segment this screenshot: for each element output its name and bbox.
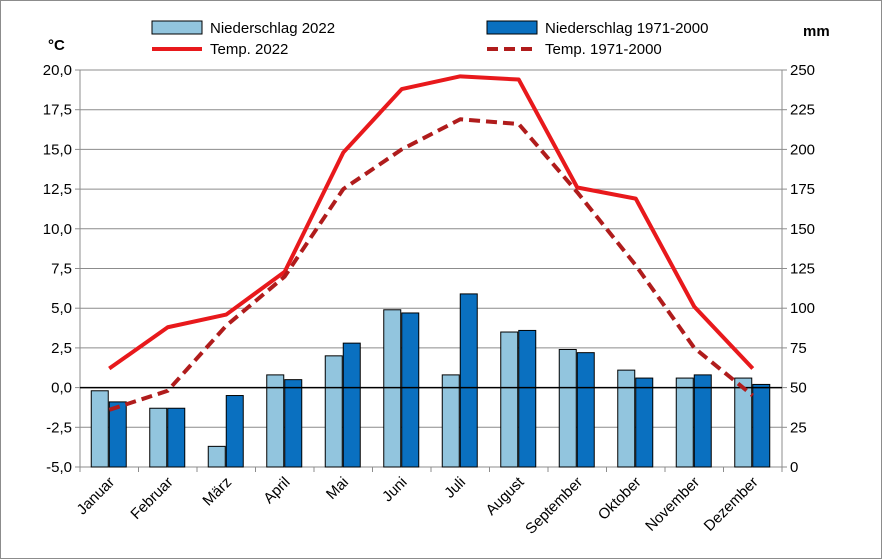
category-label: September [522,474,586,538]
left-tick-label: 10,0 [43,221,72,238]
legend-label-temp-1971-2000: Temp. 1971-2000 [545,41,662,58]
precipitation-bar [108,401,127,468]
right-tick-label: 250 [790,62,815,79]
left-tick-label: 0,0 [51,380,72,397]
category-label: Juni [379,474,410,505]
left-tick-label: 7,5 [51,261,72,278]
category-label: Januar [74,474,118,518]
precipitation-bar [693,374,712,468]
right-tick-label: 25 [790,419,807,436]
category-label: Oktober [595,474,645,524]
category-label: April [260,474,293,507]
precipitation-bar [459,293,478,468]
category-label: März [199,474,235,510]
precipitation-bar [401,312,420,468]
precipitation-bar [284,379,303,468]
right-axis-ticks: 0 25 50 75 100 125 150 175 200 225 250 [790,62,815,476]
precipitation-bar [635,377,654,468]
category-labels: Januar Februar März April Mai Juni Juli AugustS… [74,473,762,537]
temperature-lines [108,74,755,412]
legend-label-niederschlag-2022: Niederschlag 2022 [210,20,335,37]
precipitation-bar [675,377,694,468]
right-tick-label: 100 [790,300,815,317]
right-tick-label: 225 [790,102,815,119]
right-tick-label: 0 [790,459,798,476]
precipitation-bar [225,395,244,468]
right-tick-label: 175 [790,181,815,198]
precipitation-bar [576,352,595,468]
left-tick-label: 12,5 [43,181,72,198]
legend: Niederschlag 2022 Niederschlag 1971-2000… [151,20,708,58]
precipitation-bar [734,377,753,468]
right-tick-label: 75 [790,340,807,357]
legend-label-temp-2022: Temp. 2022 [210,41,288,58]
precipitation-bar [383,309,402,468]
precipitation-bar [441,374,460,468]
legend-label-niederschlag-1971-2000: Niederschlag 1971-2000 [545,20,708,37]
category-label: Februar [127,474,176,523]
left-tick-label: -5,0 [46,459,72,476]
left-axis-ticks: -5,0 -2,5 0,0 2,5 5,0 7,5 10,0 12,5 15,0 17,5 20,0 [43,62,72,476]
right-tick-label: 125 [790,261,815,278]
precipitation-bar [324,355,343,468]
category-label: Juli [441,474,469,502]
precipitation-bar [167,407,186,468]
right-tick-label: 50 [790,380,807,397]
category-label: Mai [323,474,352,503]
precipitation-bar [149,407,168,468]
precipitation-bar [518,329,537,468]
left-axis-unit: °C [48,37,65,54]
precipitation-bar [207,445,226,468]
right-tick-label: 150 [790,221,815,238]
temperature-line [108,117,755,412]
precipitation-bar [90,390,109,468]
left-tick-label: -2,5 [46,419,72,436]
left-tick-label: 2,5 [51,340,72,357]
category-label: August [483,473,529,519]
left-tick-label: 20,0 [43,62,72,79]
left-tick-label: 17,5 [43,102,72,119]
left-tick-label: 15,0 [43,141,72,158]
category-label: Dezember [701,474,762,535]
legend-swatch-niederschlag-1971-2000 [486,20,538,35]
legend-swatch-niederschlag-2022 [151,20,203,35]
precipitation-bar [617,369,636,468]
category-label: November [642,474,703,535]
temperature-line [108,74,755,371]
right-tick-label: 200 [790,141,815,158]
precipitation-bar [558,348,577,468]
precipitation-bars [90,293,771,468]
precipitation-bar [752,383,771,468]
precipitation-bar [500,331,519,468]
left-tick-label: 5,0 [51,300,72,317]
precipitation-bar [342,342,361,468]
right-axis-unit: mm [803,23,830,40]
precipitation-bar [266,374,285,468]
